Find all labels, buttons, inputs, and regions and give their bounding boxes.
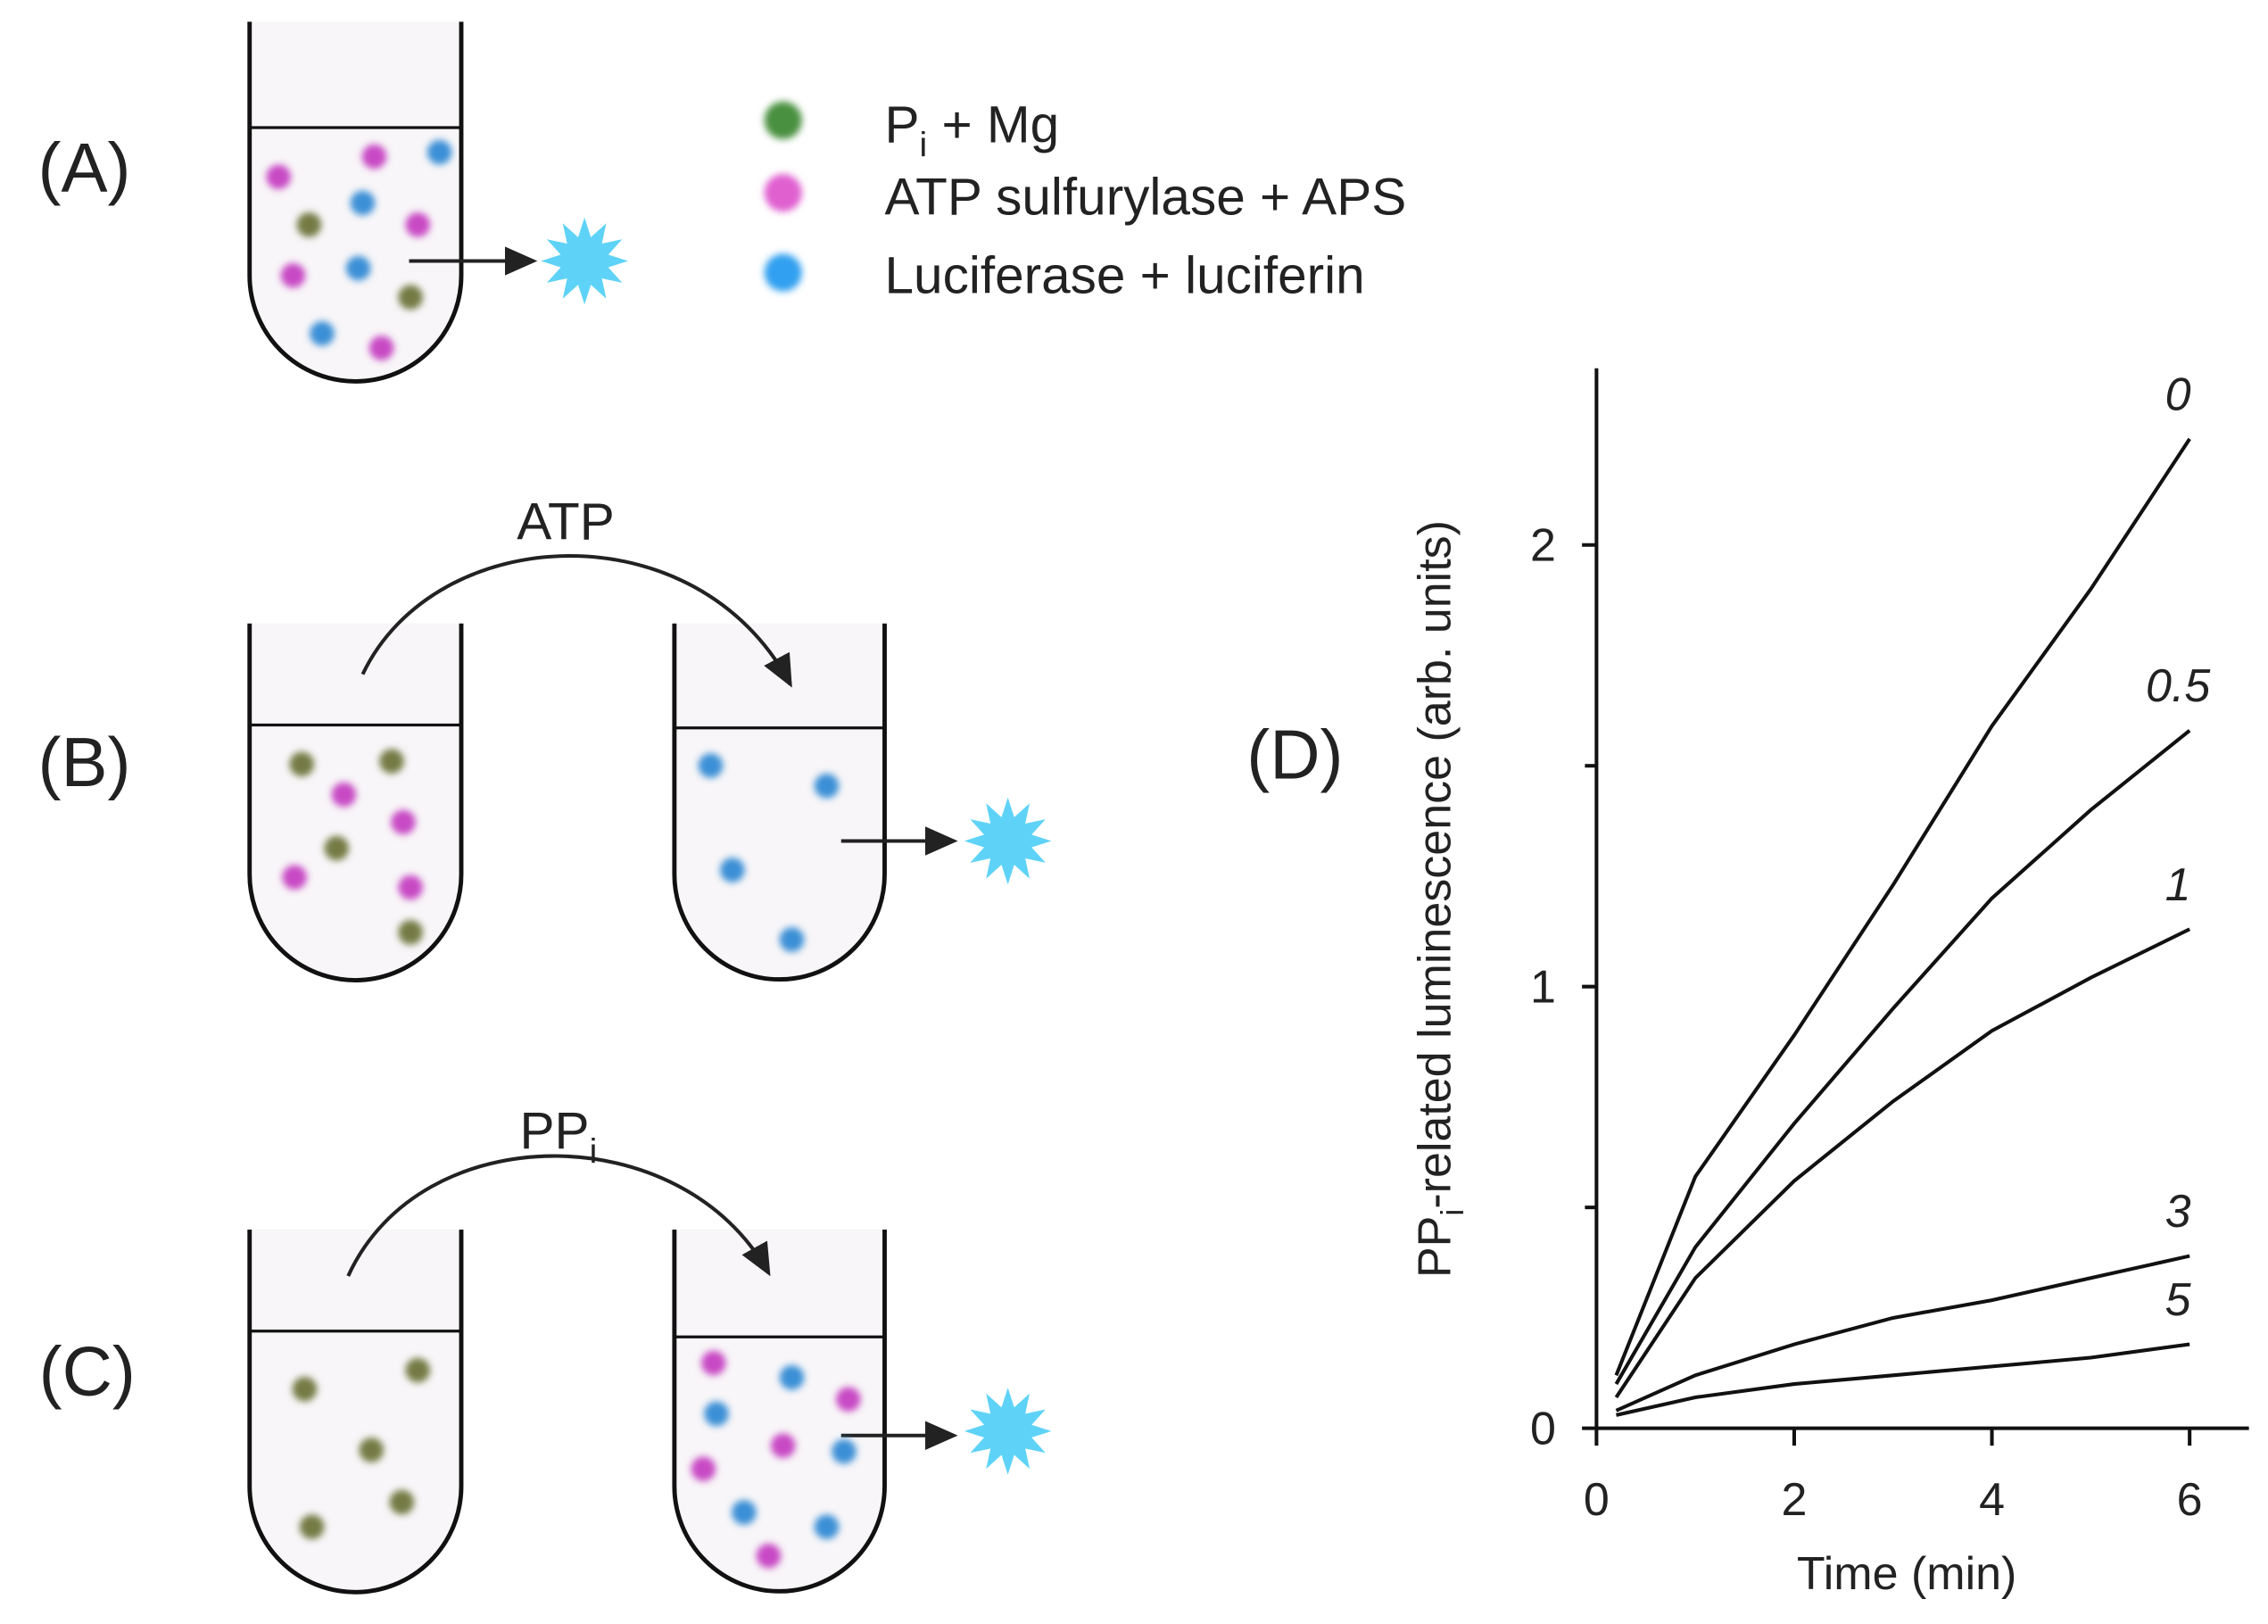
panel-label: (B) [38, 723, 131, 801]
transfer-arc [346, 1154, 771, 1277]
legend-label: Pi + Mg [885, 95, 1060, 164]
particle [779, 1364, 805, 1390]
tube [672, 623, 887, 982]
particle [292, 1376, 318, 1402]
particle [282, 865, 307, 890]
particle [280, 262, 306, 288]
text: P [885, 95, 920, 153]
transfer-arc [360, 554, 792, 688]
subscript: i [590, 1132, 598, 1171]
x-tick-label: 2 [1782, 1474, 1808, 1526]
tube [247, 623, 464, 982]
particle [814, 1514, 840, 1539]
particle [350, 190, 376, 216]
text: -related luminescence (arb. units) [1409, 520, 1461, 1209]
particle [836, 1387, 861, 1412]
text: PP [1409, 1216, 1461, 1278]
legend-marker [764, 253, 802, 292]
text: PP [520, 1102, 590, 1160]
particle [832, 1438, 857, 1464]
particle [398, 920, 423, 945]
particle [296, 212, 322, 237]
x-tick-label: 4 [1979, 1474, 2005, 1526]
line-series [1616, 1342, 2190, 1417]
x-tick-label: 6 [2177, 1474, 2203, 1526]
series-label: 5 [2165, 1274, 2192, 1326]
particle [398, 874, 423, 900]
particle [691, 1456, 716, 1481]
particle [359, 1438, 385, 1462]
particle [720, 858, 745, 882]
particle [361, 144, 387, 170]
particle [398, 285, 423, 310]
subscript: i [920, 127, 928, 165]
light-burst [964, 1388, 1052, 1475]
particle [345, 255, 371, 281]
particle [814, 773, 840, 799]
particle [299, 1514, 325, 1539]
particle [405, 212, 431, 237]
series-label: 1 [2165, 859, 2191, 911]
particle [389, 1489, 415, 1515]
x-tick-label: 0 [1584, 1474, 1610, 1526]
particle [405, 1357, 431, 1383]
particle [266, 164, 292, 190]
light-burst [541, 217, 628, 305]
particle [324, 835, 350, 861]
arrow-label: ATP [517, 493, 614, 551]
line-series [1614, 927, 2191, 1399]
legend-label: ATP sulfurylase + APS [885, 169, 1407, 227]
particle [391, 809, 416, 835]
subscript: i [1435, 1209, 1470, 1216]
particle [426, 139, 452, 165]
y-tick-label: 2 [1530, 520, 1556, 572]
particle [698, 753, 724, 778]
series-label: 0 [2165, 369, 2191, 420]
series-label: 0.5 [2146, 660, 2211, 712]
arrow-label: PPi [520, 1102, 598, 1171]
line-series [1614, 729, 2191, 1386]
legend-marker [764, 101, 802, 139]
text: Luciferase + luciferin [885, 246, 1365, 304]
y-tick-label: 1 [1530, 962, 1556, 1014]
panel-label: (A) [38, 128, 131, 207]
line-series [1615, 1254, 2190, 1413]
series-label: 3 [2165, 1186, 2191, 1238]
y-axis-label: PPi-related luminescence (arb. units) [1409, 520, 1470, 1278]
particle [704, 1401, 729, 1427]
legend-marker [764, 174, 802, 212]
tube [247, 1230, 464, 1595]
particle [368, 336, 394, 360]
legend-label: Luciferase + luciferin [885, 246, 1365, 304]
particle [379, 749, 404, 774]
particle [779, 927, 805, 952]
line-series [1614, 437, 2191, 1377]
particle [700, 1350, 726, 1376]
tube [672, 1230, 887, 1594]
x-axis-label: Time (min) [1797, 1548, 2016, 1600]
text: ATP sulfurylase + APS [885, 169, 1407, 227]
particle [310, 320, 335, 346]
panel-label: (D) [1246, 716, 1343, 794]
text: ATP [517, 493, 614, 551]
particle [770, 1433, 796, 1458]
light-burst [964, 797, 1052, 885]
particle [732, 1500, 757, 1525]
text: + Mg [927, 95, 1059, 153]
particle [289, 751, 315, 777]
particle [331, 782, 357, 808]
panel-label: (C) [39, 1331, 136, 1410]
particle [756, 1543, 782, 1569]
y-tick-label: 0 [1530, 1404, 1556, 1455]
